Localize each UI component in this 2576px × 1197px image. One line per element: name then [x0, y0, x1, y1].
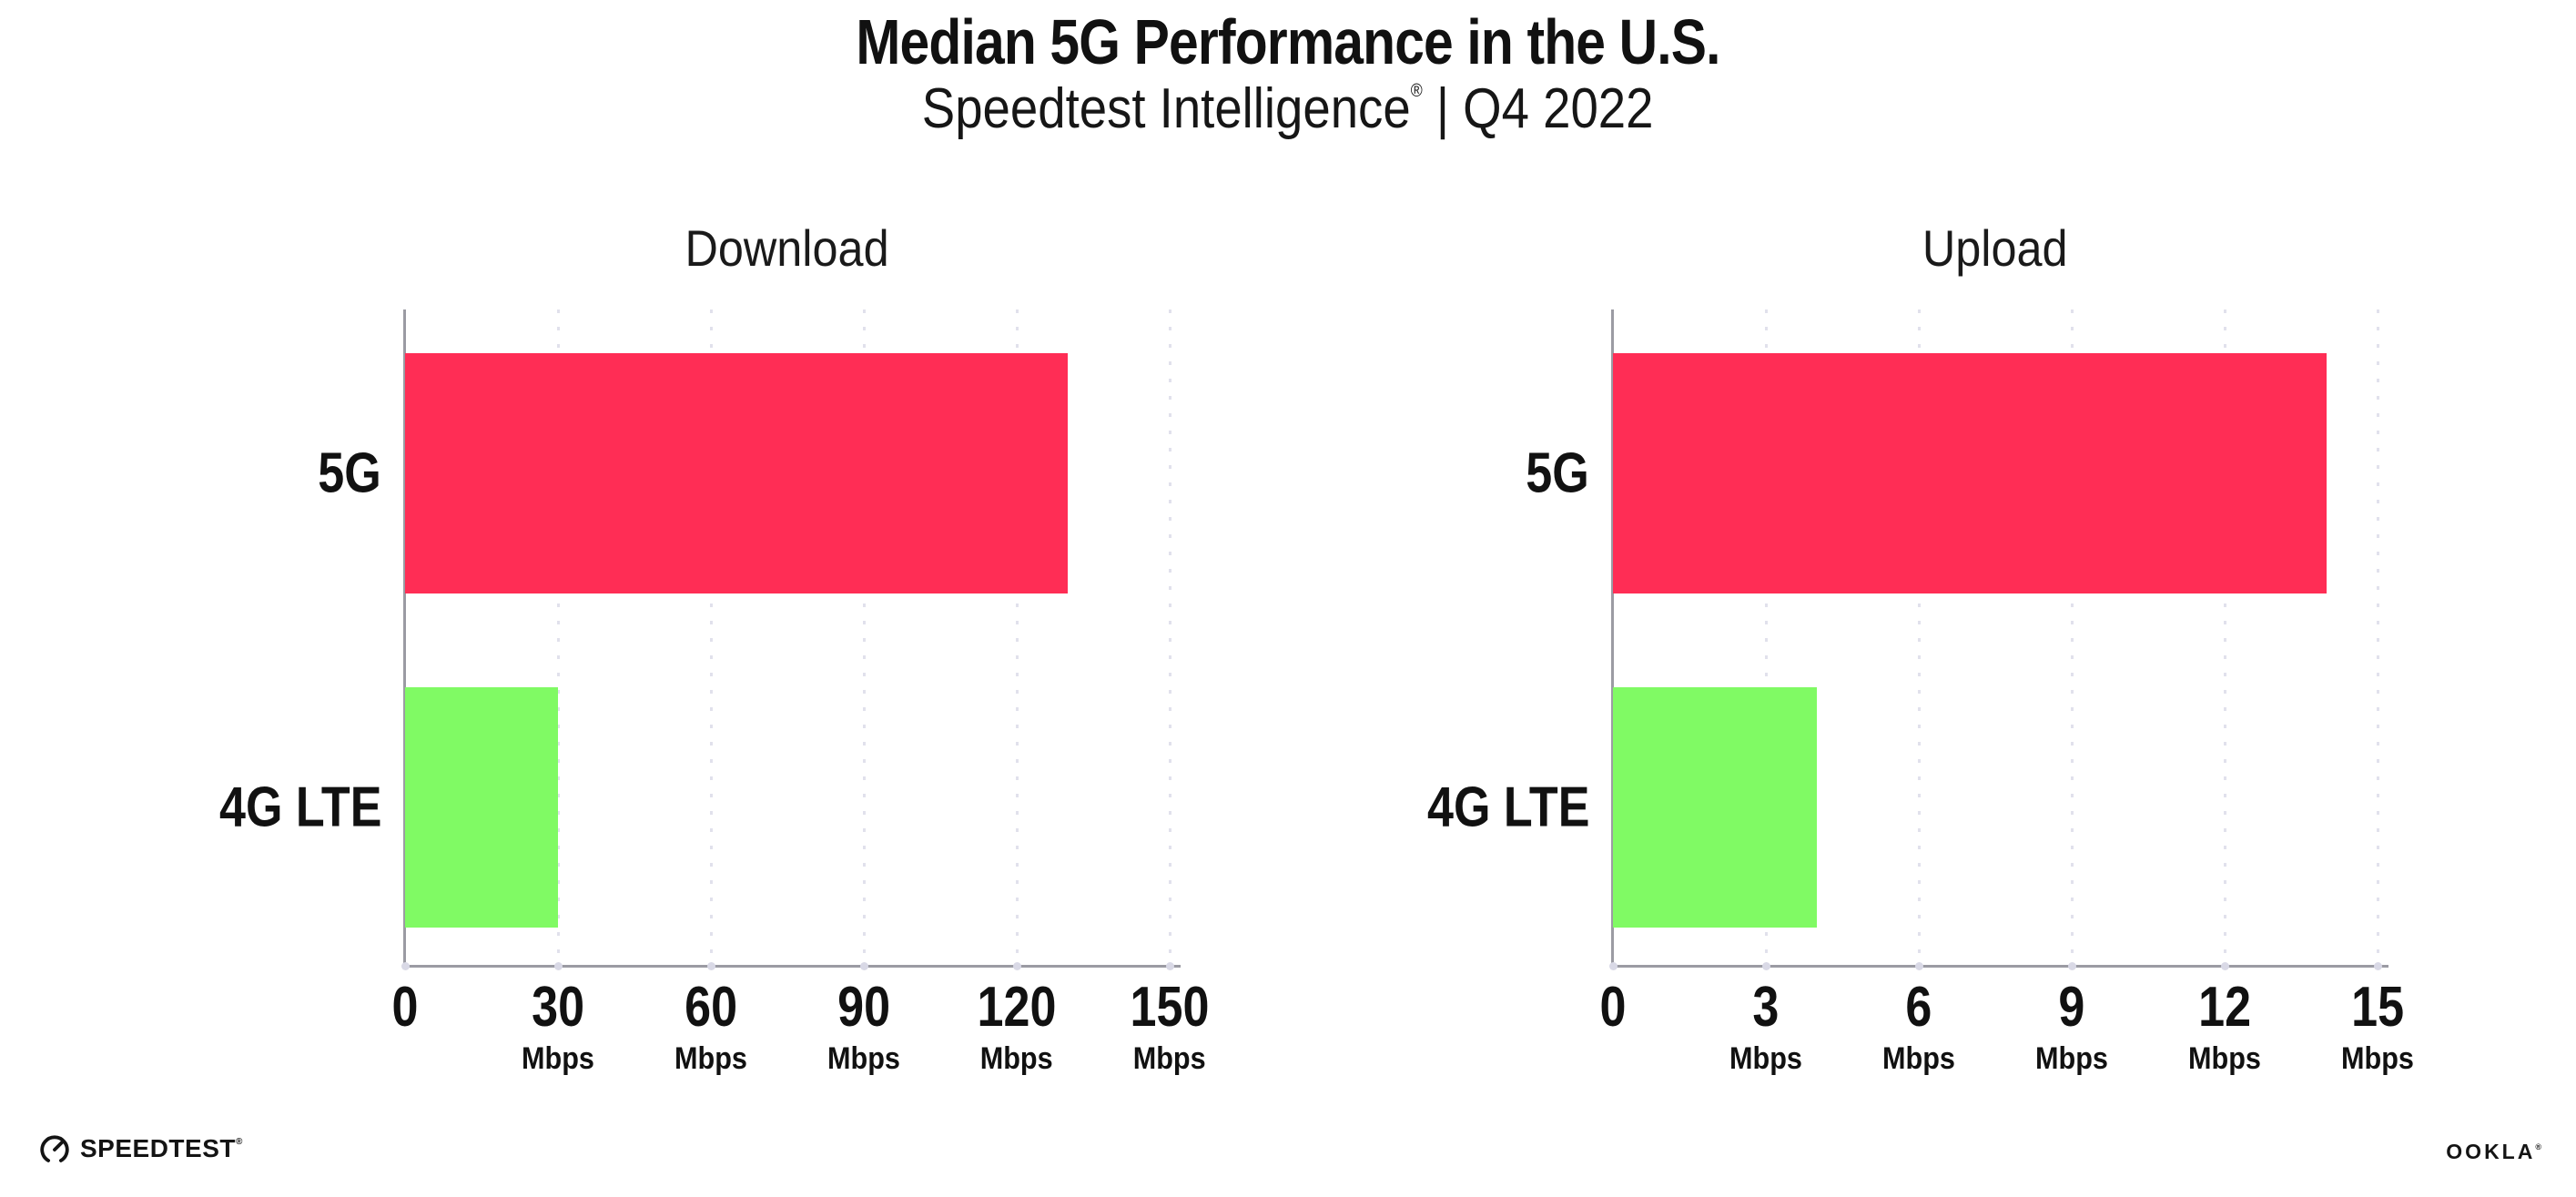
tick-number: 0	[1599, 976, 1627, 1039]
gridline-150	[1169, 309, 1171, 965]
speedtest-wordmark: SPEEDTEST®	[80, 1134, 243, 1162]
tick-label-0: 0	[390, 979, 421, 1037]
axis-tick-dot-30	[554, 962, 563, 970]
tick-label-3: 3 Mbps	[1726, 979, 1807, 1077]
download-chart-title: Download	[685, 219, 890, 277]
tick-number: 6	[1905, 976, 1932, 1039]
gridline-15	[2377, 309, 2379, 965]
axis-tick-dot-60	[707, 962, 715, 970]
tick-number: 15	[2351, 976, 2404, 1039]
tick-label-9: 9 Mbps	[2032, 979, 2113, 1077]
gridline-120	[1016, 309, 1019, 965]
category-label-5g: 5G	[1526, 441, 1589, 505]
tick-unit: Mbps	[674, 1041, 747, 1076]
speedtest-logo: SPEEDTEST®	[38, 1132, 243, 1165]
tick-number: 9	[2058, 976, 2085, 1039]
upload-x-tick-labels: 0 3 Mbps 6 Mbps 9 Mbps 12 Mbps 15 Mbps	[1600, 979, 2414, 1124]
tick-number: 150	[1130, 976, 1210, 1039]
axis-tick-dot-120	[1013, 962, 1021, 970]
tick-number: 120	[977, 976, 1057, 1039]
tick-label-0: 0	[1597, 979, 1628, 1037]
bar-4g-lte	[405, 687, 558, 928]
download-chart: Download 5G 4G LTE 0 30 Mbps 60 Mbps 90 Mbps 120…	[219, 218, 1210, 1129]
gridline-90	[863, 309, 866, 965]
axis-tick-dot-150	[1166, 962, 1174, 970]
tick-label-30: 30 Mbps	[518, 979, 599, 1077]
page-title: Median 5G Performance in the U.S.	[0, 5, 2576, 78]
upload-y-axis-line	[1611, 309, 1614, 968]
axis-tick-dot-12	[2221, 962, 2229, 970]
tick-unit: Mbps	[980, 1041, 1053, 1076]
tick-unit: Mbps	[522, 1041, 594, 1076]
tick-label-12: 12 Mbps	[2185, 979, 2266, 1077]
axis-tick-dot-0	[1609, 962, 1618, 970]
gridline-12	[2224, 309, 2226, 965]
tick-number: 12	[2198, 976, 2251, 1039]
category-label-4g-lte: 4G LTE	[218, 776, 381, 839]
axis-tick-dot-3	[1762, 962, 1770, 970]
tick-unit: Mbps	[2341, 1041, 2414, 1076]
tick-label-120: 120 Mbps	[969, 979, 1063, 1077]
axis-tick-dot-9	[2068, 962, 2076, 970]
tick-label-15: 15 Mbps	[2338, 979, 2419, 1077]
speedtest-gauge-icon	[40, 1135, 69, 1162]
tick-number: 0	[391, 976, 419, 1039]
tick-number: 3	[1752, 976, 1780, 1039]
download-y-axis-line	[403, 309, 406, 968]
bar-4g-lte	[1613, 687, 1817, 928]
upload-x-axis-line	[1611, 965, 2388, 968]
download-x-axis-line	[403, 965, 1181, 968]
axis-tick-dot-0	[401, 962, 410, 970]
tick-number: 60	[685, 976, 737, 1039]
axis-tick-dot-15	[2374, 962, 2382, 970]
category-label-5g: 5G	[318, 441, 381, 505]
gridline-30	[557, 309, 560, 965]
subtitle-brand: Speedtest Intelligence	[922, 77, 1412, 140]
gridline-9	[2071, 309, 2074, 965]
download-plot-area: 5G 4G LTE	[219, 309, 1181, 970]
axis-tick-dot-6	[1915, 962, 1923, 970]
page-title-text: Median 5G Performance in the U.S.	[856, 6, 1720, 77]
tick-label-6: 6 Mbps	[1879, 979, 1960, 1077]
axis-tick-dot-90	[860, 962, 868, 970]
upload-plot-area: 5G 4G LTE	[1427, 309, 2388, 970]
registered-mark-icon: ®	[1411, 81, 1424, 101]
gridline-6	[1918, 309, 1921, 965]
registered-mark-icon: ®	[235, 1137, 243, 1147]
tick-unit: Mbps	[2188, 1041, 2261, 1076]
tick-label-150: 150 Mbps	[1122, 979, 1216, 1077]
gridline-60	[710, 309, 713, 965]
page-subtitle-text: Speedtest Intelligence® | Q4 2022	[922, 76, 1654, 141]
tick-unit: Mbps	[1729, 1041, 1802, 1076]
upload-chart: Upload 5G 4G LTE 0 3 Mbps 6 Mbps 9 Mbps 12 Mbps 15…	[1427, 218, 2414, 1129]
upload-chart-title: Upload	[1922, 219, 2068, 277]
page-subtitle: Speedtest Intelligence® | Q4 2022	[0, 76, 2576, 141]
tick-number: 30	[532, 976, 584, 1039]
tick-label-90: 90 Mbps	[824, 979, 905, 1077]
bar-5g	[405, 353, 1068, 593]
bar-5g	[1613, 353, 2327, 593]
download-x-tick-labels: 0 30 Mbps 60 Mbps 90 Mbps 120 Mbps 150 Mbps	[392, 979, 1210, 1124]
tick-unit: Mbps	[1133, 1041, 1206, 1076]
ookla-wordmark: OOKLA	[2446, 1140, 2536, 1163]
ookla-logo: OOKLA®	[2446, 1140, 2541, 1164]
tick-number: 90	[837, 976, 890, 1039]
category-label-4g-lte: 4G LTE	[1426, 776, 1589, 839]
tick-unit: Mbps	[2035, 1041, 2108, 1076]
registered-mark-icon: ®	[2535, 1142, 2541, 1151]
tick-unit: Mbps	[827, 1041, 900, 1076]
tick-label-60: 60 Mbps	[671, 979, 752, 1077]
gridline-3	[1765, 309, 1768, 965]
tick-unit: Mbps	[1882, 1041, 1955, 1076]
subtitle-period: | Q4 2022	[1423, 77, 1654, 140]
